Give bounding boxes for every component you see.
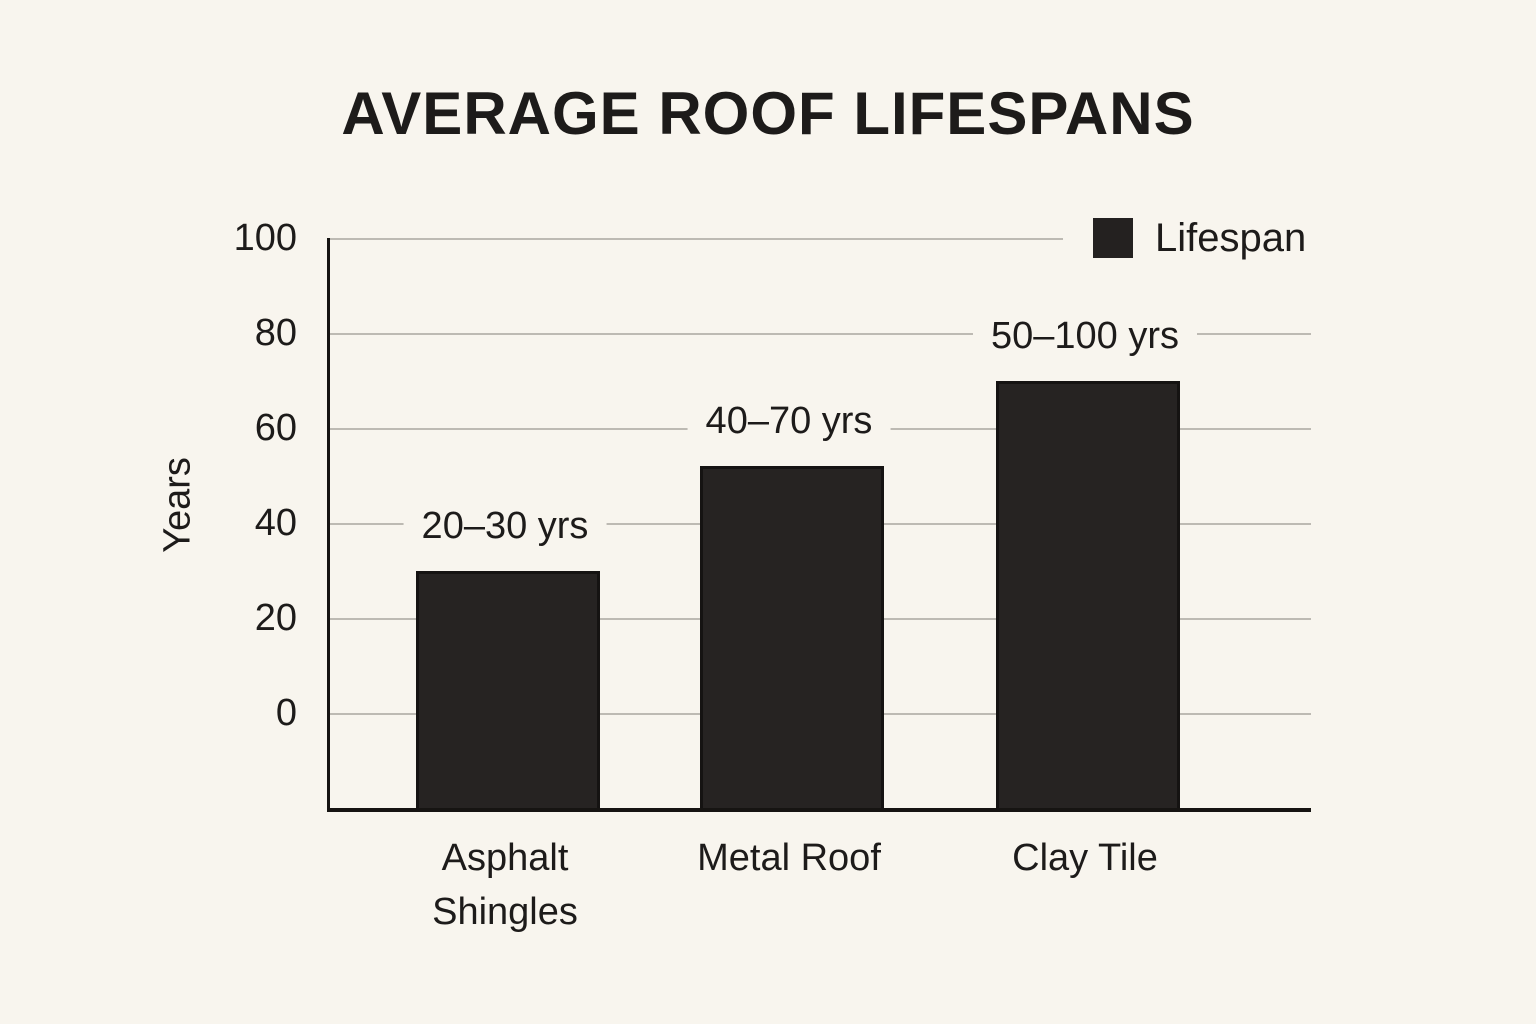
bar-asphalt-shingles xyxy=(416,570,600,808)
category-label-3: Clay Tile xyxy=(1012,837,1158,879)
gridline-y-100 xyxy=(330,238,1311,240)
y-tick-100: 100 xyxy=(233,217,297,259)
category-label-2: Metal Roof xyxy=(697,837,881,879)
bar-value-label-1: 20–30 yrs xyxy=(403,498,607,553)
bar-value-label-2: 40–70 yrs xyxy=(687,394,891,448)
bar-metal-roof xyxy=(700,466,884,808)
y-tick-40: 40 xyxy=(254,502,297,544)
legend-label: Lifespan xyxy=(1155,216,1307,260)
plot-area xyxy=(327,238,1311,812)
y-tick-60: 60 xyxy=(254,407,297,449)
legend-swatch xyxy=(1093,218,1133,258)
bar-clay-tile xyxy=(996,380,1180,808)
chart-title: AVERAGE ROOF LIFESPANS xyxy=(341,80,1195,147)
category-label-1: Asphalt Shingles xyxy=(432,837,578,933)
legend: Lifespan xyxy=(1063,212,1313,264)
y-tick-20: 20 xyxy=(254,597,297,639)
y-tick-80: 80 xyxy=(254,312,297,354)
y-tick-0: 0 xyxy=(275,692,297,734)
bar-value-label-3: 50–100 yrs xyxy=(972,308,1198,363)
gridline-y-80 xyxy=(330,333,1311,335)
